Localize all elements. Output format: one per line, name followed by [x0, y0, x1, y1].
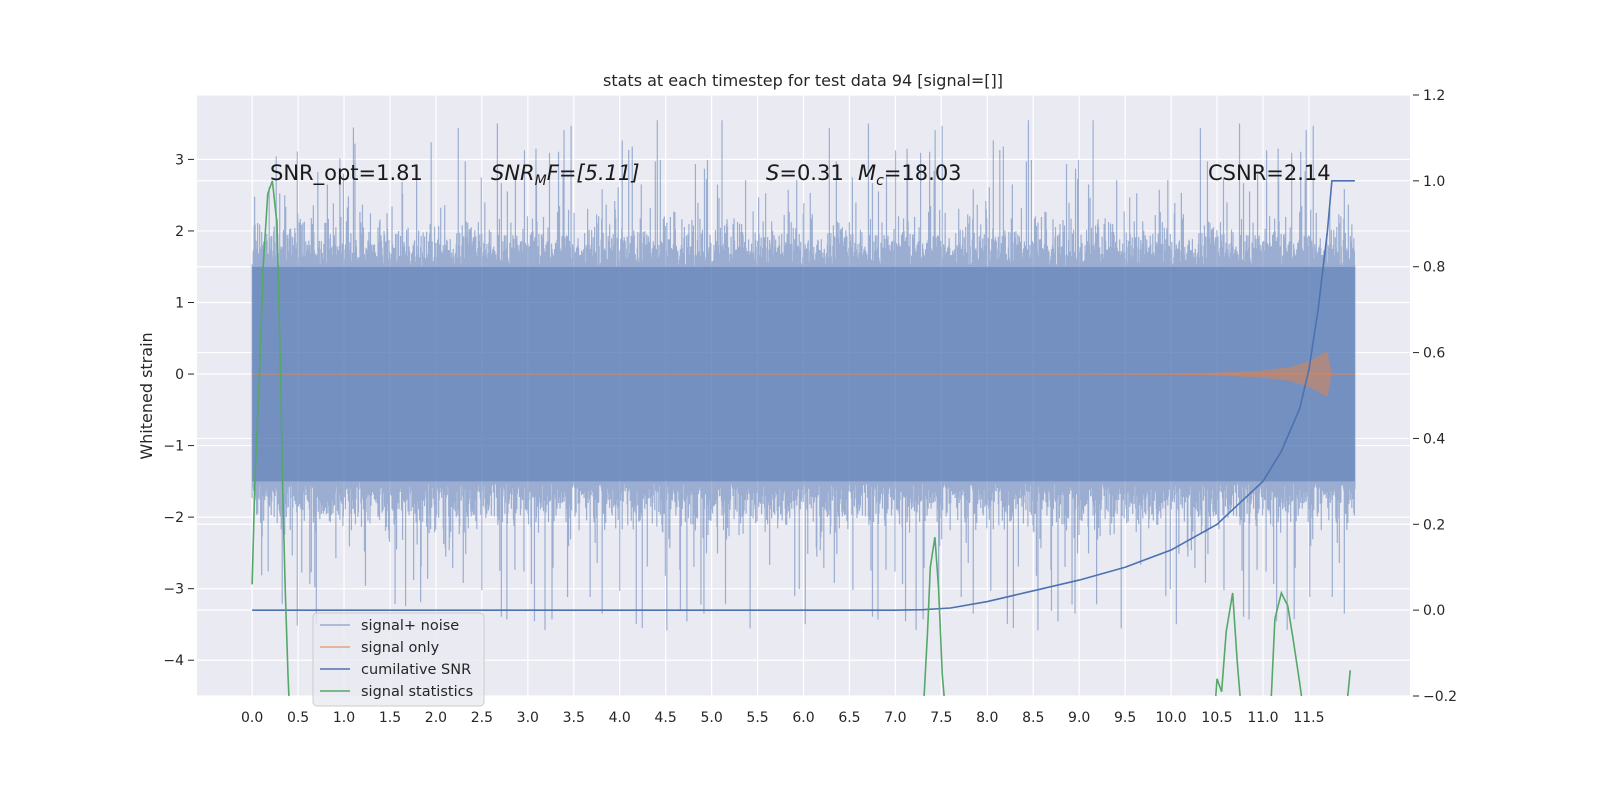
- y2-tick-label: 0.4: [1423, 431, 1445, 447]
- annotation-s-value: =0.31: [779, 161, 843, 185]
- x-tick-label: 8.5: [1022, 710, 1044, 726]
- x-tick-label: 10.5: [1201, 710, 1232, 726]
- x-tick-label: 8.0: [976, 710, 998, 726]
- legend-label-csnr: cumilative SNR: [361, 662, 471, 678]
- y-axis-right: 1.2 1.0 0.8 0.6 0.4 0.2 0.0 −0.2: [1413, 88, 1457, 705]
- annotation-s: S=0.31: [766, 161, 844, 185]
- x-tick-label: 3.5: [563, 710, 585, 726]
- x-axis: 0.0 0.5 1.0 1.5 2.0 2.5 3.0 3.5 4.0 4.5 5.0 5.5 6.0 6…: [241, 710, 1324, 726]
- x-tick-label: 10.0: [1155, 710, 1186, 726]
- annotations: SNR_opt=1.81 SNRMF=[5.11] S=0.31 Mc=18.0…: [270, 161, 1331, 189]
- chart-title: stats at each timestep for test data 94 …: [603, 71, 1003, 90]
- x-tick-label: 1.5: [379, 710, 401, 726]
- legend-label-noise: signal+ noise: [361, 618, 459, 634]
- annotation-s-symbol: S: [766, 161, 779, 185]
- x-tick-label: 5.0: [700, 710, 722, 726]
- y-tick-label: −3: [163, 582, 184, 598]
- x-tick-label: 2.0: [425, 710, 447, 726]
- x-tick-label: 5.5: [746, 710, 768, 726]
- annotation-csnr: CSNR=2.14: [1208, 161, 1331, 185]
- x-tick-label: 1.0: [333, 710, 355, 726]
- legend-box: [312, 612, 485, 707]
- x-tick-label: 9.0: [1068, 710, 1090, 726]
- y2-tick-label: 0.2: [1423, 517, 1445, 533]
- annotation-mc-subscript: c: [876, 173, 884, 189]
- x-tick-label: 0.0: [241, 710, 263, 726]
- y2-tick-label: 0.8: [1423, 260, 1445, 276]
- x-tick-label: 11.0: [1247, 710, 1278, 726]
- y-tick-label: −1: [163, 439, 184, 455]
- y-tick-label: 1: [175, 295, 184, 311]
- y-axis-label: Whitened strain: [137, 332, 156, 459]
- y2-tick-label: 1.2: [1423, 88, 1445, 104]
- annotation-mc: Mc=18.03: [858, 161, 962, 189]
- legend: signal+ noise signal only cumilative SNR…: [312, 612, 485, 707]
- x-tick-label: 6.5: [838, 710, 860, 726]
- x-tick-label: 3.0: [517, 710, 539, 726]
- plot-layer: [251, 120, 1356, 696]
- y-axis-left: 3 2 1 0 −1 −2 −3 −4: [163, 152, 194, 669]
- y2-tick-label: 0.6: [1423, 346, 1445, 362]
- annotation-snr-mf-symbol: SNR: [491, 161, 535, 185]
- y-tick-label: 2: [175, 224, 184, 240]
- legend-label-signal: signal only: [361, 640, 440, 656]
- x-tick-label: 4.5: [655, 710, 677, 726]
- x-tick-label: 9.5: [1114, 710, 1136, 726]
- x-tick-label: 0.5: [287, 710, 309, 726]
- series-cumulative-snr: [252, 180, 1355, 611]
- y2-tick-label: 0.0: [1423, 603, 1445, 619]
- x-tick-label: 7.5: [930, 710, 952, 726]
- annotation-mc-symbol: M: [858, 161, 876, 185]
- y-tick-label: 0: [175, 367, 184, 383]
- x-tick-label: 11.5: [1293, 710, 1324, 726]
- annotation-snr-opt: SNR_opt=1.81: [270, 161, 423, 186]
- series-signal-plus-noise: [251, 120, 1356, 631]
- series-signal-statistics: [251, 180, 1352, 696]
- legend-label-stats: signal statistics: [361, 684, 473, 700]
- annotation-mc-value: =18.03: [884, 161, 962, 185]
- x-tick-label: 2.5: [471, 710, 493, 726]
- annotation-snr-mf-subscript: M: [535, 173, 547, 189]
- y-tick-label: 3: [175, 152, 184, 168]
- y2-tick-label: −0.2: [1423, 689, 1457, 705]
- x-tick-label: 7.0: [884, 710, 906, 726]
- annotation-snr-mf: SNRMF=[5.11]: [491, 161, 640, 189]
- y2-tick-label: 1.0: [1423, 174, 1445, 190]
- x-tick-label: 6.0: [792, 710, 814, 726]
- x-tick-label: 4.0: [609, 710, 631, 726]
- annotation-snr-mf-value: F=[5.11]: [547, 161, 640, 185]
- y-tick-label: −4: [163, 653, 184, 669]
- y-tick-label: −2: [163, 510, 184, 526]
